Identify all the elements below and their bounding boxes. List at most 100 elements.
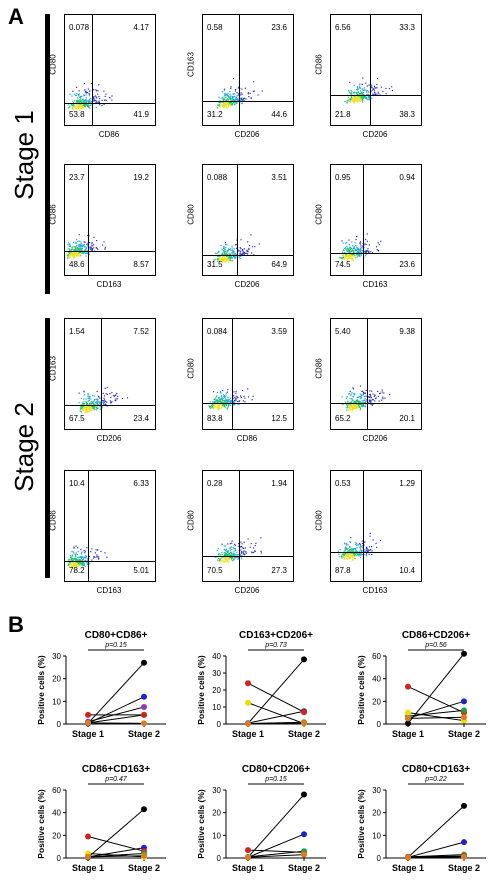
series-point	[85, 719, 91, 726]
pvalue-label: p=0.73	[264, 642, 287, 649]
series-line	[87, 662, 145, 724]
flow-plot: 0.078 4.17 53.8 41.9	[64, 14, 156, 126]
chart-title: CD80+CD163+	[402, 764, 471, 775]
series-point	[461, 698, 467, 705]
y-tick-label: 0	[217, 854, 222, 863]
paired-chart: CD80+CD206+ p=0.15 0 10 20 30 Positive cells (…	[186, 762, 336, 880]
gate-horizontal-line	[65, 561, 155, 563]
series-point	[301, 709, 307, 716]
pvalue-label: p=0.15	[264, 776, 287, 783]
series-line	[407, 653, 465, 724]
series-point	[141, 693, 147, 700]
quadrant-value-bl: 31.5	[207, 260, 223, 269]
paired-chart-svg: CD163+CD206+p=0.73 0 10 20 30 40 Positive cell…	[196, 630, 326, 739]
gate-horizontal-line	[203, 555, 293, 557]
series-point	[85, 711, 91, 718]
series-line	[247, 850, 305, 858]
flow-plot-events	[341, 385, 391, 412]
quadrant-value-tl: 6.56	[335, 23, 351, 32]
series-line	[247, 702, 305, 724]
chart-title: CD163+CD206+	[239, 630, 313, 641]
y-axis-label: Positive cells (%)	[36, 655, 46, 725]
quadrant-value-tr: 3.51	[271, 173, 287, 182]
series-point	[245, 680, 251, 687]
flow-plot-x-label: CD86	[236, 434, 258, 443]
flow-plot-y-label: CD80	[186, 510, 196, 531]
y-tick-label: 30	[212, 669, 221, 678]
y-axis-label: Positive cells (%)	[196, 655, 206, 725]
series-line	[247, 833, 305, 858]
y-tick-label: 0	[377, 720, 382, 729]
series-line	[407, 686, 465, 714]
series-point	[141, 806, 147, 813]
flow-plot-y-label: CD86	[48, 204, 58, 225]
series-point	[405, 683, 411, 690]
quadrant-value-br: 23.4	[133, 414, 149, 423]
pvalue-label: p=0.15	[104, 642, 127, 649]
series-point	[461, 839, 467, 846]
series-point	[301, 851, 307, 858]
quadrant-value-bl: 83.8	[207, 414, 223, 423]
paired-chart: CD80+CD163+ p=0.22 0 10 20 30 Positive cells (…	[346, 762, 496, 880]
flow-plot-x-label: CD86	[98, 130, 120, 139]
flow-plot-y-label: CD86	[314, 54, 324, 75]
series-point	[461, 714, 467, 721]
y-tick-label: 20	[212, 809, 221, 818]
y-axis-label: Positive cells (%)	[356, 655, 366, 725]
series-line	[87, 855, 145, 858]
flow-plot-x-label: CD206	[234, 586, 260, 595]
flow-plot-x-label: CD206	[234, 130, 260, 139]
paired-chart: CD163+CD206+ p=0.73 0 10 20 30 40 Positive cell…	[186, 628, 336, 746]
paired-chart-svg: CD80+CD206+p=0.15 0 10 20 30 Positive cells (…	[196, 764, 326, 873]
quadrant-value-bl: 48.6	[69, 260, 85, 269]
panel-b-letter: B	[8, 612, 24, 637]
gate-vertical-line	[237, 165, 239, 275]
quadrant-value-tr: 6.33	[133, 479, 149, 488]
pvalue-label: p=0.47	[104, 776, 128, 783]
chart-title: CD86+CD206+	[402, 630, 471, 641]
pvalue-label: p=0.22	[424, 776, 447, 783]
flow-plot-y-label: CD86	[314, 358, 324, 379]
quadrant-value-tr: 33.3	[399, 23, 415, 32]
flow-plot: 0.084 3.59 83.8 12.5	[202, 318, 294, 430]
quadrant-value-br: 27.3	[271, 566, 287, 575]
series-line	[87, 706, 145, 723]
quadrant-value-br: 12.5	[271, 414, 287, 423]
y-axis-label: Positive cells (%)	[36, 789, 46, 859]
x-tick-label: Stage 2	[448, 729, 480, 739]
series-point	[301, 791, 307, 798]
gate-horizontal-line	[65, 250, 155, 252]
flow-plot-x-label: CD163	[362, 586, 388, 595]
quadrant-value-tl: 5.40	[335, 327, 351, 336]
quadrant-value-bl: 31.2	[207, 110, 223, 119]
flow-plot-x-label: CD206	[362, 434, 388, 443]
series-line	[87, 835, 145, 852]
quadrant-value-tl: 10.4	[69, 479, 85, 488]
gate-horizontal-line	[331, 95, 421, 97]
quadrant-value-br: 20.1	[399, 414, 415, 423]
y-axis-label: Positive cells (%)	[356, 789, 366, 859]
quadrant-value-br: 23.6	[399, 260, 415, 269]
x-tick-label: Stage 1	[392, 863, 424, 873]
flow-plot: 5.40 9.38 65.2 20.1	[330, 318, 422, 430]
x-tick-label: Stage 2	[288, 863, 320, 873]
series-point	[141, 704, 147, 710]
series-point	[141, 852, 147, 859]
flow-plot-y-label: CD80	[186, 358, 196, 379]
series-point	[85, 833, 91, 840]
gate-horizontal-line	[331, 402, 421, 404]
quadrant-value-br: 8.57	[133, 260, 149, 269]
gate-horizontal-line	[65, 404, 155, 406]
quadrant-value-tl: 0.078	[69, 23, 90, 32]
gate-vertical-line	[369, 15, 371, 125]
y-tick-label: 0	[377, 854, 382, 863]
flow-plot-y-label: CD80	[186, 204, 196, 225]
y-tick-label: 30	[372, 786, 381, 795]
gate-vertical-line	[87, 471, 89, 581]
series-line	[87, 714, 145, 724]
flow-plot: 6.56 33.3 21.8 38.3	[330, 14, 422, 126]
quadrant-value-tr: 0.94	[399, 173, 415, 182]
flow-plot-y-label: CD80	[314, 204, 324, 225]
y-tick-label: 20	[52, 675, 61, 684]
gate-vertical-line	[362, 471, 364, 581]
